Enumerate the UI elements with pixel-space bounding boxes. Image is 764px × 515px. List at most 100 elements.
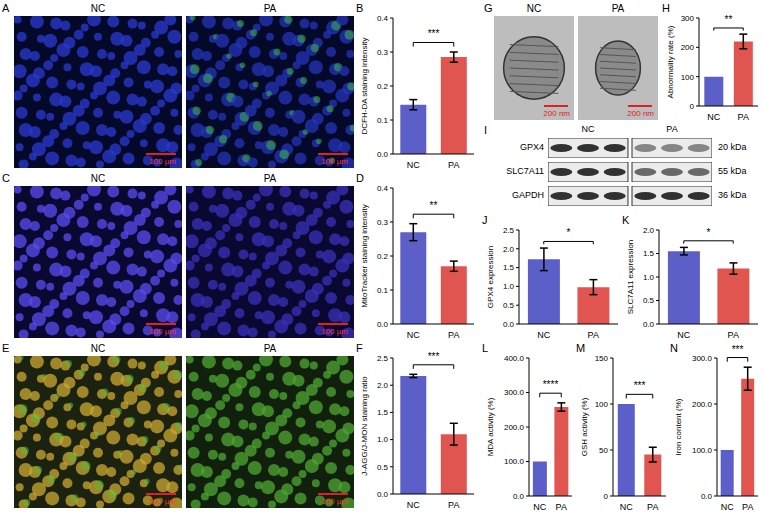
svg-text:MitoTracker staining intensity: MitoTracker staining intensity	[360, 204, 369, 307]
svg-text:100 μm: 100 μm	[321, 157, 348, 166]
svg-text:PA: PA	[448, 500, 459, 510]
svg-text:PA: PA	[647, 502, 658, 512]
svg-text:100 μm: 100 μm	[149, 497, 176, 506]
svg-text:0.1: 0.1	[377, 116, 389, 125]
svg-text:0.3: 0.3	[377, 48, 389, 57]
svg-text:1.0: 1.0	[377, 435, 389, 444]
svg-text:300: 300	[681, 14, 695, 23]
svg-text:100 μm: 100 μm	[321, 497, 348, 506]
svg-text:2.0: 2.0	[643, 226, 655, 235]
svg-text:200 nm: 200 nm	[627, 109, 654, 118]
svg-text:2.5: 2.5	[377, 354, 389, 363]
svg-text:NC: NC	[407, 500, 420, 510]
svg-text:300.0: 300.0	[692, 354, 713, 363]
svg-text:0.0: 0.0	[513, 492, 525, 501]
svg-text:PA: PA	[448, 160, 459, 170]
svg-text:PA: PA	[448, 330, 459, 340]
svg-text:2.0: 2.0	[503, 245, 515, 254]
svg-text:PA: PA	[738, 112, 749, 122]
html-text:NC: NC	[90, 343, 106, 354]
svg-text:PA: PA	[556, 502, 567, 512]
svg-text:1.5: 1.5	[377, 408, 389, 417]
svg-text:0.0: 0.0	[503, 320, 515, 329]
svg-text:200.0: 200.0	[504, 423, 525, 432]
html-text:PA: PA	[611, 3, 625, 14]
svg-text:100 μm: 100 μm	[149, 327, 176, 336]
svg-text:NC: NC	[537, 330, 550, 340]
html-text:GPX4: GPX4	[520, 142, 544, 152]
svg-text:100 μm: 100 μm	[149, 157, 176, 166]
svg-text:GSH activity (%): GSH activity (%)	[580, 397, 589, 456]
svg-text:NC: NC	[721, 502, 734, 512]
svg-text:NC: NC	[407, 330, 420, 340]
svg-text:***: ***	[634, 380, 646, 391]
html-text:PA: PA	[263, 173, 277, 184]
svg-text:0: 0	[604, 492, 609, 501]
svg-text:J-AGG/J-MON staining ratio: J-AGG/J-MON staining ratio	[360, 376, 369, 476]
svg-text:50: 50	[599, 446, 608, 455]
svg-text:MDA activity (%): MDA activity (%)	[486, 397, 495, 456]
svg-text:0.0: 0.0	[377, 150, 389, 159]
svg-text:****: ****	[543, 379, 559, 390]
svg-text:200: 200	[681, 43, 695, 52]
svg-text:NC: NC	[407, 160, 420, 170]
html-text:NC: NC	[526, 3, 542, 14]
svg-text:SLC7A11 expression: SLC7A11 expression	[626, 240, 635, 315]
svg-text:*: *	[567, 227, 571, 238]
svg-text:**: **	[430, 200, 438, 211]
svg-text:100 μm: 100 μm	[321, 327, 348, 336]
svg-text:0.0: 0.0	[643, 320, 655, 329]
svg-text:0.1: 0.1	[377, 286, 389, 295]
svg-text:100.0: 100.0	[692, 446, 713, 455]
svg-text:150: 150	[595, 354, 609, 363]
svg-text:1.0: 1.0	[503, 282, 515, 291]
svg-text:NC: NC	[707, 112, 720, 122]
svg-text:0.3: 0.3	[377, 218, 389, 227]
html-text:20 kDa: 20 kDa	[718, 142, 747, 152]
svg-text:0.4: 0.4	[377, 184, 389, 193]
svg-text:NC: NC	[620, 502, 633, 512]
svg-text:*: *	[707, 227, 711, 238]
svg-text:***: ***	[732, 344, 744, 355]
svg-text:200 nm: 200 nm	[543, 109, 570, 118]
html-text:NC: NC	[90, 3, 106, 14]
svg-text:GPX4 expression: GPX4 expression	[486, 246, 495, 308]
svg-text:0.0: 0.0	[377, 490, 389, 499]
svg-text:PA: PA	[728, 330, 739, 340]
svg-text:0.0: 0.0	[701, 492, 713, 501]
svg-text:0: 0	[690, 102, 695, 111]
svg-text:***: ***	[428, 351, 440, 362]
svg-text:100: 100	[681, 73, 695, 82]
svg-text:0.5: 0.5	[377, 463, 389, 472]
svg-text:2.5: 2.5	[503, 226, 515, 235]
svg-text:NC: NC	[677, 330, 690, 340]
svg-text:0.5: 0.5	[643, 296, 655, 305]
svg-text:400.0: 400.0	[504, 354, 525, 363]
svg-text:NC: NC	[533, 502, 546, 512]
svg-text:100: 100	[595, 400, 609, 409]
html-text:PA: PA	[263, 343, 277, 354]
svg-text:0.2: 0.2	[377, 82, 389, 91]
html-text:PA: PA	[263, 3, 277, 14]
svg-text:0.5: 0.5	[503, 301, 515, 310]
svg-text:0.4: 0.4	[377, 14, 389, 23]
svg-text:1.5: 1.5	[503, 263, 515, 272]
svg-text:100.0: 100.0	[504, 457, 525, 466]
svg-text:200.0: 200.0	[692, 400, 713, 409]
svg-text:PA: PA	[588, 330, 599, 340]
svg-text:DCFH-DA staining intensity: DCFH-DA staining intensity	[360, 38, 369, 135]
svg-text:PA: PA	[742, 502, 753, 512]
svg-text:***: ***	[428, 28, 440, 39]
svg-text:300.0: 300.0	[504, 388, 525, 397]
svg-text:0.0: 0.0	[377, 320, 389, 329]
svg-text:1.0: 1.0	[643, 273, 655, 282]
html-text:NC: NC	[581, 124, 595, 134]
svg-text:1.5: 1.5	[643, 249, 655, 258]
html-text:NC: NC	[90, 173, 106, 184]
svg-text:2.0: 2.0	[377, 381, 389, 390]
svg-text:**: **	[725, 14, 733, 25]
html-text:PA: PA	[666, 124, 678, 134]
svg-text:Abnormality rate (%): Abnormality rate (%)	[666, 25, 675, 98]
svg-text:0.2: 0.2	[377, 252, 389, 261]
svg-text:Iron content (%): Iron content (%)	[674, 398, 683, 455]
